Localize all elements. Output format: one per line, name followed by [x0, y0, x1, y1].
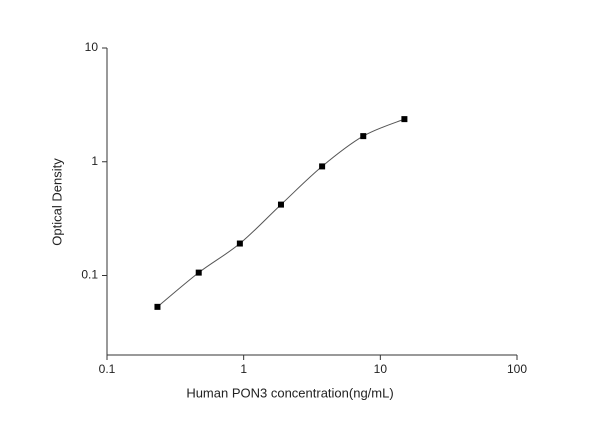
x-tick-label: 100 — [507, 362, 527, 376]
x-tick-label: 10 — [374, 362, 388, 376]
x-tick-label: 1 — [240, 362, 247, 376]
x-axis-label: Human PON3 concentration(ng/mL) — [186, 385, 393, 400]
point — [195, 269, 202, 276]
y-axis-label: Optical Density — [49, 158, 64, 246]
point — [360, 133, 367, 140]
point — [401, 116, 408, 123]
point — [154, 303, 161, 310]
point — [236, 240, 243, 247]
point — [277, 201, 284, 208]
y-tick-label: 1 — [91, 154, 98, 168]
x-tick-label: 0.1 — [99, 362, 116, 376]
y-tick-label: 0.1 — [81, 268, 98, 282]
y-tick-label: 10 — [85, 40, 99, 54]
point — [319, 163, 326, 170]
fit-curve — [157, 118, 405, 308]
